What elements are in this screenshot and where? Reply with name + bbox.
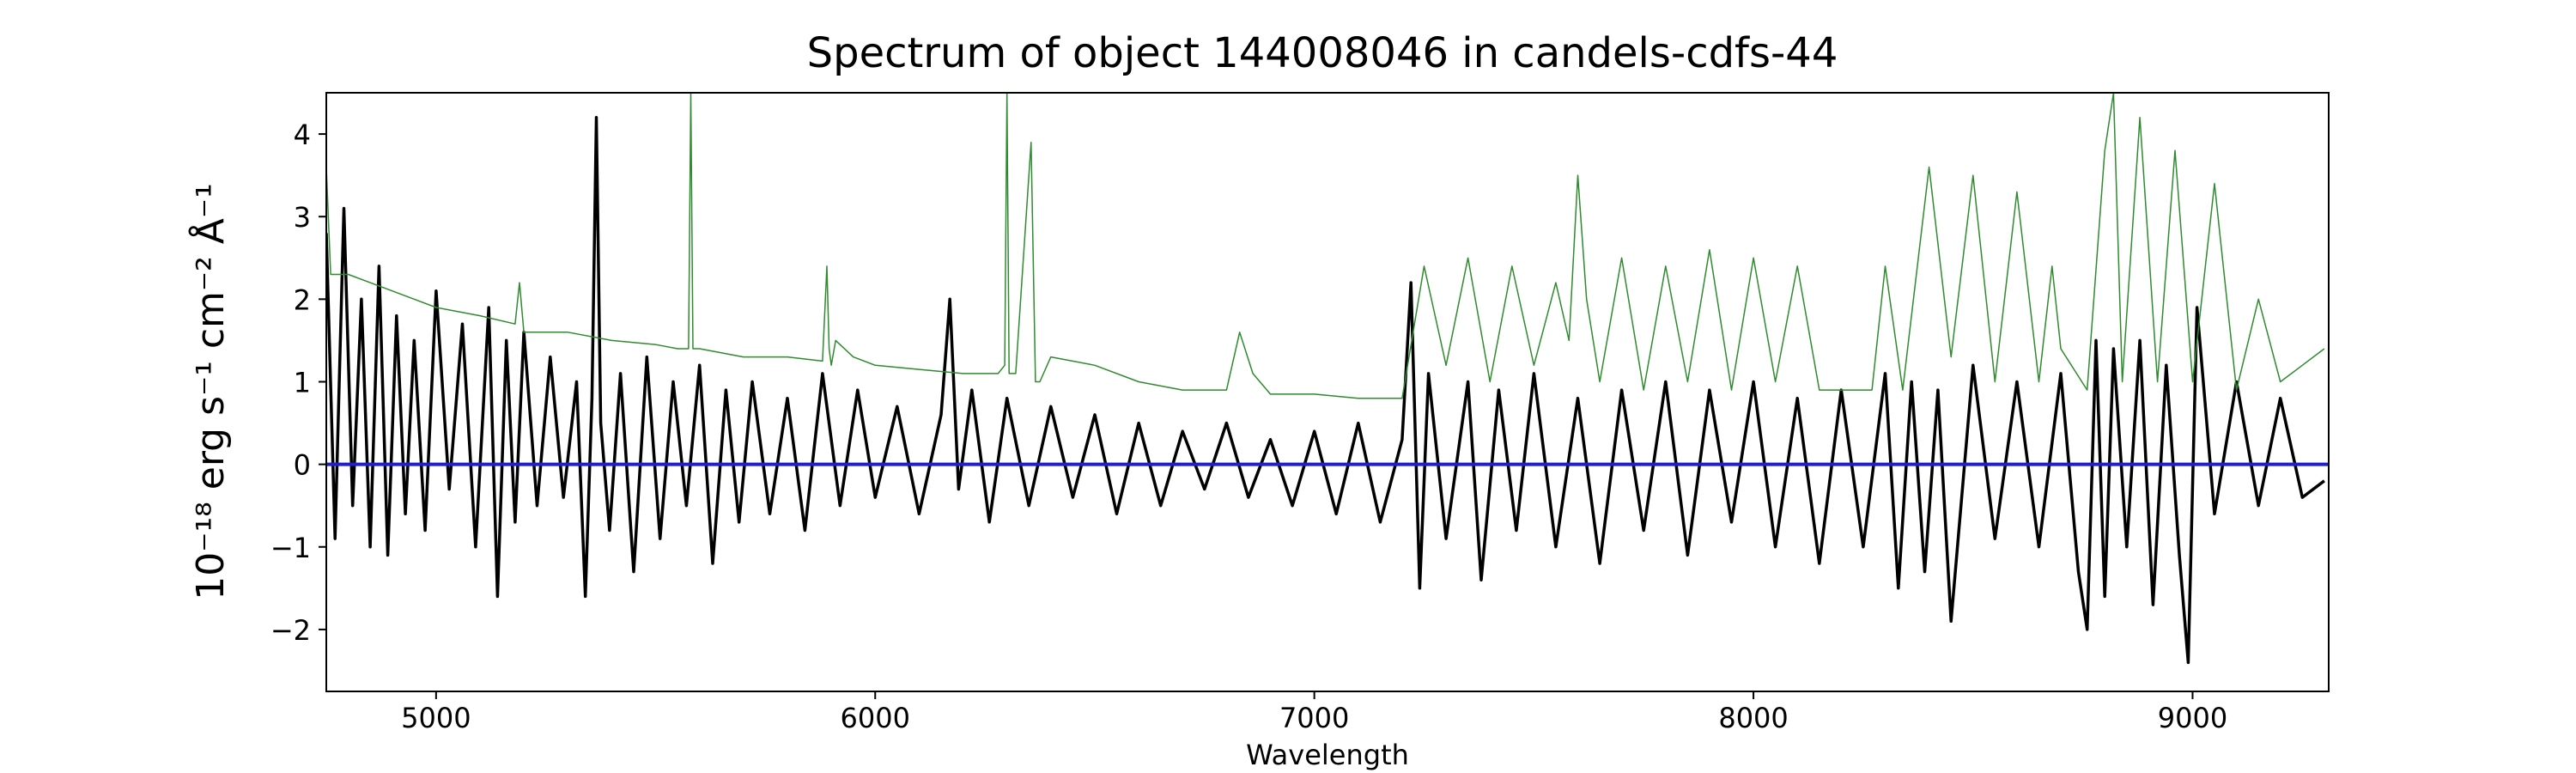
x-tick-label: 5000 [401, 702, 471, 734]
y-axis: −2 −1 0 1 2 3 4 [270, 119, 326, 647]
y-tick-label: 0 [294, 449, 311, 482]
plot-frame [325, 92, 2330, 692]
y-tick-label: 4 [294, 119, 311, 151]
plot-area [326, 93, 2329, 665]
y-tick-label: −1 [270, 532, 311, 564]
x-axis: 5000 6000 7000 8000 9000 [401, 691, 2227, 734]
chart-title: Spectrum of object 144008046 in candels-… [807, 29, 1838, 77]
x-tick-label: 7000 [1279, 702, 1349, 734]
y-tick-label: 1 [294, 366, 311, 399]
x-axis-label: Wavelength [1246, 739, 1409, 771]
x-tick-label: 8000 [1718, 702, 1788, 734]
series-line-0 [326, 116, 2325, 665]
y-tick-label: −2 [270, 614, 311, 647]
x-tick-label: 9000 [2158, 702, 2227, 734]
y-axis-label: 10⁻¹⁸ erg s⁻¹ cm⁻² Å⁻¹ [187, 183, 233, 600]
y-tick-label: 2 [294, 283, 311, 316]
y-tick-label: 3 [294, 201, 311, 234]
x-tick-label: 6000 [841, 702, 910, 734]
series-line-1 [326, 93, 2325, 399]
